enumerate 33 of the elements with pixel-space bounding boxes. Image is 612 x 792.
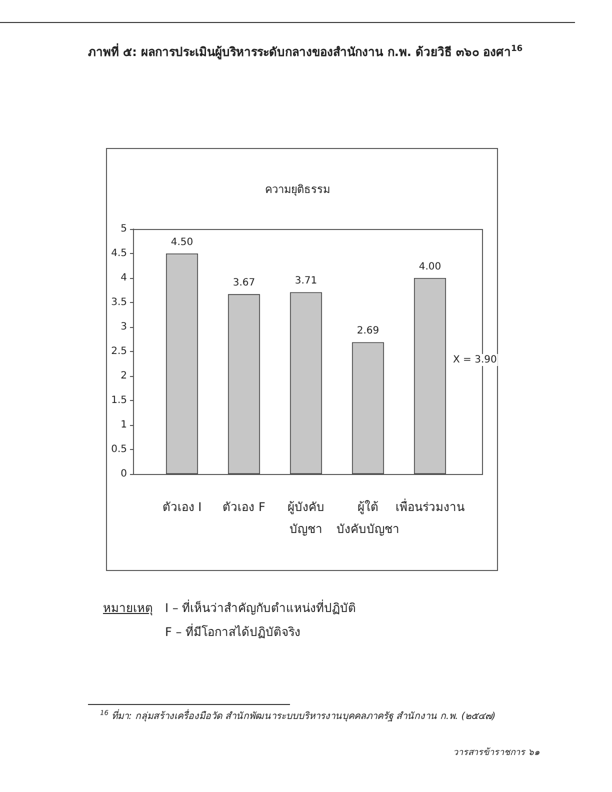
y-tick-label: 1 — [120, 420, 127, 430]
text: หมายเหตุ — [103, 600, 153, 617]
y-tick-label: 5 — [120, 224, 127, 234]
bar — [228, 294, 260, 474]
text: F – ที่มีโอกาสได้ปฏิบัติจริง — [165, 622, 301, 641]
x-tick-label: ตัวเอง F — [222, 500, 266, 514]
data-label: 3.67 — [232, 278, 256, 289]
y-tick-label: 0 — [120, 468, 127, 480]
y-tick-label: 4 — [120, 272, 127, 284]
bar — [414, 278, 446, 474]
x-tick-label: ผู้บังคับ บัญชา — [288, 500, 324, 536]
data-label: 3.71 — [294, 276, 318, 287]
y-tick-label: 0.5 — [111, 444, 127, 455]
data-label: 4.50 — [170, 237, 194, 248]
y-tick-label: 4.5 — [111, 248, 127, 259]
data-label: 2.69 — [356, 326, 380, 337]
bar — [166, 254, 198, 474]
chart-subtitle: ความยุติธรรม — [265, 183, 330, 196]
text: $^{16}$ ที่มา: กลุ่มสร้างเครื่องมือวัด สำนักพัฒนาระบบบริหารงานบุคคลภาครัฐ สำนักงาน ก.พ. (๒๕๔๗) — [100, 708, 496, 723]
bar — [290, 292, 322, 474]
y-tick-label: 1.5 — [111, 395, 127, 406]
text: วารสารข้าราชการ ๖๑ — [453, 746, 540, 759]
chart-title: ภาพที่ ๕: ผลการประเมินผู้บริหารระดับกลางของสำนักงาน ก.พ. ด้วยวิธี ๓๖๐ องศา$^{16}$ — [88, 42, 523, 61]
y-tick-label: 2.5 — [111, 346, 127, 357]
y-tick-label: 3 — [120, 322, 127, 332]
text: I – ที่เห็นว่าสำคัญกับตำแหน่งที่ปฏิบัติ — [165, 598, 356, 617]
annotation: X = 3.90 — [453, 354, 497, 366]
y-tick-label: 2 — [120, 370, 127, 382]
x-tick-label: ตัวเอง I — [162, 500, 202, 514]
x-tick-label: เพื่อนร่วมงาน — [396, 498, 464, 514]
data-label: 4.00 — [418, 262, 442, 272]
y-tick-label: 3.5 — [111, 297, 127, 308]
bar — [352, 342, 384, 474]
